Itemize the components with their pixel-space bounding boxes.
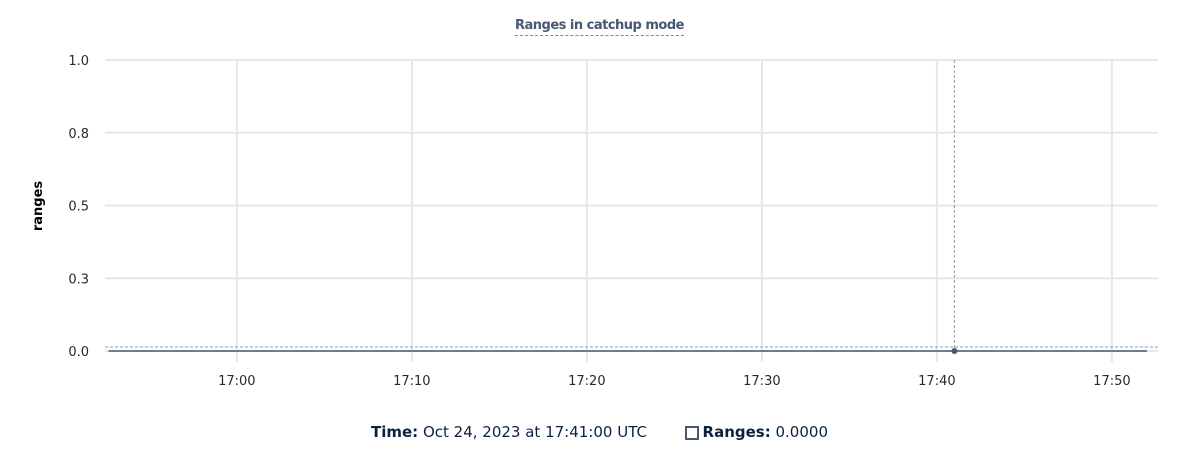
y-tick-label: 0.5	[68, 200, 89, 215]
y-axis-label: ranges	[31, 181, 46, 232]
x-tick-label: 17:50	[1093, 374, 1130, 389]
y-tick-label: 0.3	[68, 272, 89, 287]
hover-point	[951, 348, 958, 354]
x-tick-label: 17:40	[918, 374, 955, 389]
legend-series-label: Ranges:	[702, 423, 771, 441]
series-toggle-checkbox[interactable]	[684, 426, 699, 440]
x-tick-label: 17:00	[218, 374, 255, 389]
y-tick-label: 1.0	[68, 54, 89, 69]
chart-title-text: Ranges in catchup mode	[514, 18, 685, 36]
x-tick-label: 17:10	[393, 374, 430, 389]
y-tick-label: 0.0	[68, 345, 89, 360]
x-tick-label: 17:30	[743, 374, 780, 389]
legend-time-label: Time:	[371, 423, 419, 441]
chart-legend: Time: Oct 24, 2023 at 17:41:00 UTC Range…	[0, 423, 1199, 441]
chart-title: Ranges in catchup mode	[0, 16, 1199, 36]
legend-series-value: 0.0000	[775, 423, 829, 441]
y-tick-label: 0.8	[68, 127, 89, 142]
x-tick-label: 17:20	[568, 374, 605, 389]
legend-time-value: Oct 24, 2023 at 17:41:00 UTC	[422, 423, 647, 441]
